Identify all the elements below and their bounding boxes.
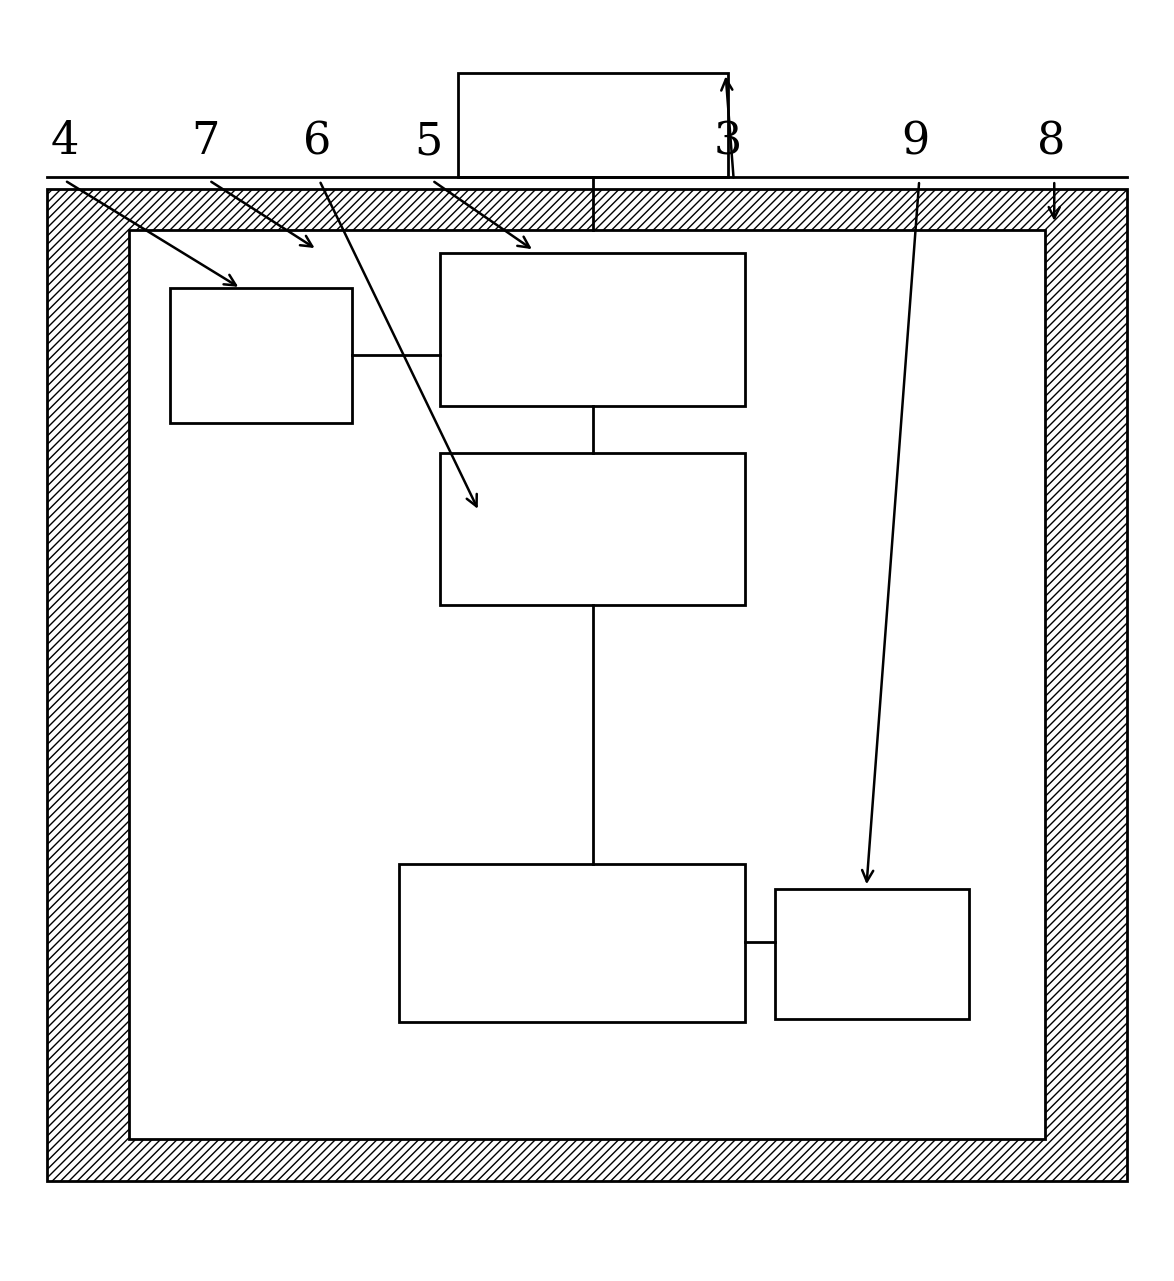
Bar [458, 73, 728, 177]
Text: 9: 9 [902, 120, 930, 163]
Bar [47, 188, 1127, 1181]
Text: 5: 5 [414, 120, 443, 163]
Bar [775, 889, 969, 1018]
Text: 8: 8 [1037, 120, 1065, 163]
Bar [440, 452, 745, 606]
Text: 6: 6 [303, 120, 331, 163]
Bar [129, 229, 1045, 1140]
Bar [170, 288, 352, 423]
Text: 7: 7 [191, 120, 220, 163]
Bar [399, 863, 745, 1022]
Text: 3: 3 [714, 120, 742, 163]
Bar [440, 254, 745, 406]
Text: 4: 4 [50, 120, 79, 163]
